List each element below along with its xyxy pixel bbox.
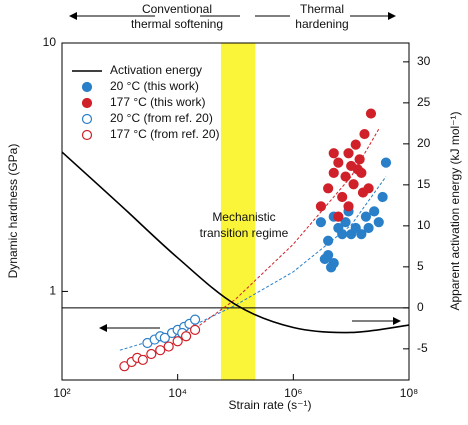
x-tick-label: 10² [53,386,70,400]
data-point [159,332,170,344]
y2-tick-label: 20 [417,136,431,150]
data-point [326,262,337,273]
legend-swatch [81,113,93,125]
data-point [333,157,344,168]
top-annotation: hardening [295,17,348,31]
data-point [340,171,351,182]
data-point [172,336,183,347]
y2-tick-label: 5 [417,259,424,273]
data-point [315,217,327,228]
data-point [323,183,334,194]
y2-tick-label: 30 [417,54,431,68]
y2-tick-label: 10 [417,218,431,232]
data-point [189,314,201,325]
data-point [146,348,157,360]
legend-swatch [81,81,93,93]
shaded-region [220,43,256,380]
top-annotation: Thermal [300,2,344,16]
data-point [337,229,348,240]
data-point [363,222,374,234]
legend-swatch [81,97,93,109]
data-point [343,148,354,159]
data-point [377,191,388,203]
data-point [328,167,339,178]
data-point [333,211,344,222]
legend-label: Activation energy [110,63,202,77]
legend-label: 177 °C (this work) [110,95,206,109]
legend-label: 20 °C (this work) [110,79,199,93]
data-point [350,139,361,150]
data-point [360,211,372,222]
data-point [343,201,354,212]
data-point [315,201,327,212]
data-point [359,128,370,140]
data-point [181,331,192,342]
x-tick-label: 10⁴ [168,386,187,400]
legend-label: 20 °C (from ref. 20) [110,111,213,125]
activation-line [61,151,410,334]
data-point [365,108,377,119]
data-point [189,324,201,336]
data-point [155,345,166,356]
y2-tick-label: 25 [417,95,431,109]
x-axis-label: Strain rate (s⁻¹) [228,398,311,412]
data-point [380,157,392,168]
data-point [348,179,359,190]
data-point [363,183,374,194]
data-point [337,191,348,203]
top-annotation: Conventional [142,2,212,16]
data-point [354,154,365,165]
data-point [319,253,330,265]
y2-tick-label: -5 [417,341,428,355]
x-tick-label: 10⁸ [400,386,418,400]
region-label: transition regime [200,226,289,240]
plot-frame [61,42,410,381]
legend-swatch [81,129,93,141]
y-tick-label: 1 [49,284,56,298]
x-tick-label: 10⁶ [284,386,302,400]
y-tick-label: 10 [43,35,57,49]
top-annotation: thermal softening [131,17,223,31]
y2-tick-label: 15 [417,177,431,191]
legend-label: 177 °C (from ref. 20) [110,127,220,141]
y2-tick-label: 0 [417,300,424,314]
y-axis-label: Dynamic hardness (GPa) [6,144,20,279]
data-point [323,235,334,246]
data-point [369,206,380,217]
data-point [328,148,339,159]
region-label: Mechanistic [212,210,275,224]
data-point [350,222,361,234]
y2-axis-label: Apparent activation energy (kJ mol⁻¹) [448,111,462,310]
data-point [163,341,174,352]
data-point [137,354,148,366]
data-point [356,167,367,178]
data-point [356,229,367,240]
data-point [340,217,351,228]
data-point [373,217,384,228]
